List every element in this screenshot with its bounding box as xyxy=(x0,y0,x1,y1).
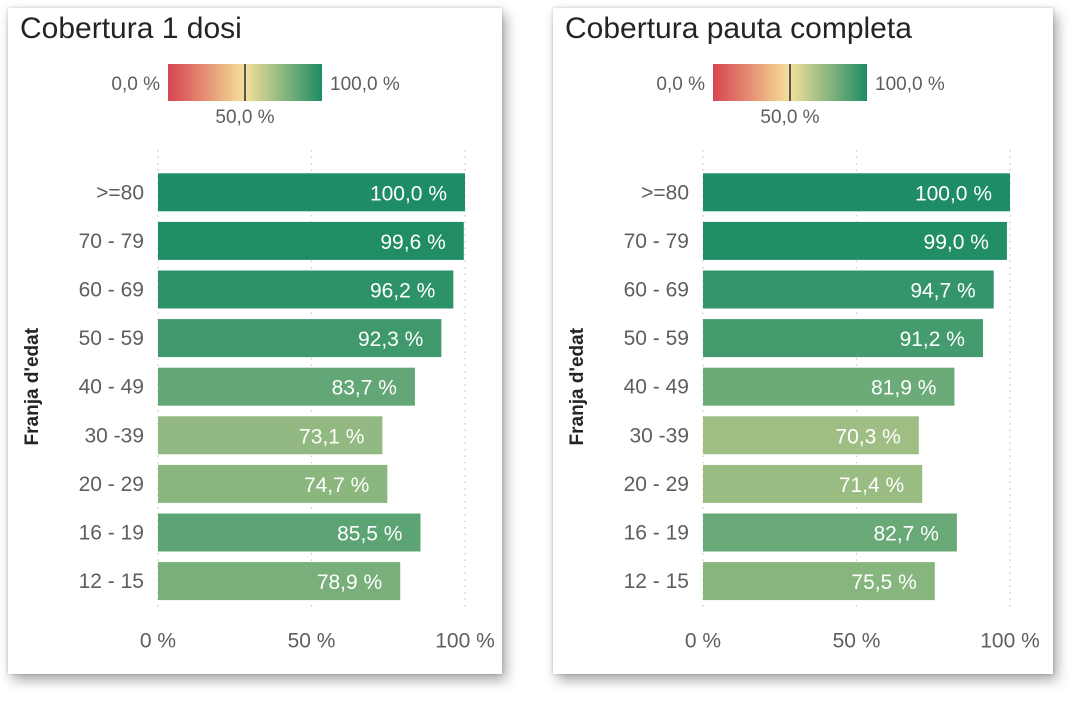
data-label: 99,0 % xyxy=(924,231,989,254)
legend-max-label: 100,0 % xyxy=(330,74,400,95)
x-tick-label: 100 % xyxy=(980,629,1040,652)
category-label: 60 - 69 xyxy=(624,279,689,302)
x-tick-label: 50 % xyxy=(833,629,881,652)
legend-mid-label: 50,0 % xyxy=(760,107,819,128)
category-label: 60 - 69 xyxy=(79,279,144,302)
category-label: 20 - 29 xyxy=(79,473,144,496)
bar xyxy=(703,221,1007,260)
bar-chart-first-dose: 0,0 % 100,0 % 50,0 % >=80 100,0 % 70 - 79 99,6… xyxy=(22,64,495,652)
bar xyxy=(703,464,923,503)
data-label: 71,4 % xyxy=(839,474,904,497)
data-label: 92,3 % xyxy=(358,328,423,351)
legend-max-label: 100,0 % xyxy=(875,74,945,95)
category-label: 40 - 49 xyxy=(624,376,689,399)
data-label: 96,2 % xyxy=(370,280,435,303)
data-label: 75,5 % xyxy=(851,571,916,594)
category-label: >=80 xyxy=(96,181,144,204)
data-label: 94,7 % xyxy=(910,280,975,303)
x-tick-label: 0 % xyxy=(685,629,721,652)
category-label: 30 -39 xyxy=(629,424,689,447)
category-label: 20 - 29 xyxy=(624,473,689,496)
category-label: 12 - 15 xyxy=(624,570,689,593)
bar xyxy=(158,367,415,406)
category-label: 50 - 59 xyxy=(79,327,144,350)
bar xyxy=(158,513,421,552)
data-label: 73,1 % xyxy=(299,425,364,448)
bar xyxy=(703,319,983,358)
chart-title: Cobertura pauta completa xyxy=(565,12,912,45)
data-label: 99,6 % xyxy=(380,231,445,254)
chart-title: Cobertura 1 dosi xyxy=(20,12,242,45)
x-tick-label: 100 % xyxy=(435,629,495,652)
category-label: 70 - 79 xyxy=(624,230,689,253)
data-label: 82,7 % xyxy=(873,523,938,546)
data-label: 85,5 % xyxy=(337,523,402,546)
category-label: 16 - 19 xyxy=(79,522,144,545)
data-label: 100,0 % xyxy=(915,182,992,205)
data-label: 78,9 % xyxy=(317,571,382,594)
bar-chart-full-schedule: 0,0 % 100,0 % 50,0 % >=80 100,0 % 70 - 79 99,0… xyxy=(567,64,1040,652)
category-label: 12 - 15 xyxy=(79,570,144,593)
legend-mid-label: 50,0 % xyxy=(215,107,274,128)
bar xyxy=(158,221,464,260)
category-label: >=80 xyxy=(641,181,689,204)
bar xyxy=(158,562,401,601)
bar xyxy=(703,513,957,552)
data-label: 100,0 % xyxy=(370,182,447,205)
category-label: 16 - 19 xyxy=(624,522,689,545)
category-label: 40 - 49 xyxy=(79,376,144,399)
bar xyxy=(703,562,935,601)
bar xyxy=(158,270,454,309)
chart-panel-first-dose: Cobertura 1 dosi 0,0 % 100,0 % 50,0 % >=80 1… xyxy=(8,8,502,674)
bar xyxy=(158,416,383,455)
bar xyxy=(703,270,994,309)
bar xyxy=(158,173,465,212)
category-label: 70 - 79 xyxy=(79,230,144,253)
chart-panel-full-schedule: Cobertura pauta completa 0,0 % 100,0 % 50,… xyxy=(553,8,1053,674)
bar xyxy=(158,319,442,358)
bar xyxy=(703,367,955,406)
bar xyxy=(703,173,1010,212)
category-label: 50 - 59 xyxy=(624,327,689,350)
data-label: 74,7 % xyxy=(304,474,369,497)
data-label: 70,3 % xyxy=(835,425,900,448)
category-label: 30 -39 xyxy=(84,424,144,447)
legend-min-label: 0,0 % xyxy=(656,74,705,95)
x-tick-label: 0 % xyxy=(140,629,176,652)
bar xyxy=(158,464,388,503)
data-label: 81,9 % xyxy=(871,377,936,400)
x-tick-label: 50 % xyxy=(288,629,336,652)
data-label: 91,2 % xyxy=(900,328,965,351)
bar xyxy=(703,416,919,455)
y-axis-title: Franja d'edat xyxy=(22,327,43,445)
data-label: 83,7 % xyxy=(332,377,397,400)
y-axis-title: Franja d'edat xyxy=(567,327,588,445)
legend-min-label: 0,0 % xyxy=(111,74,160,95)
